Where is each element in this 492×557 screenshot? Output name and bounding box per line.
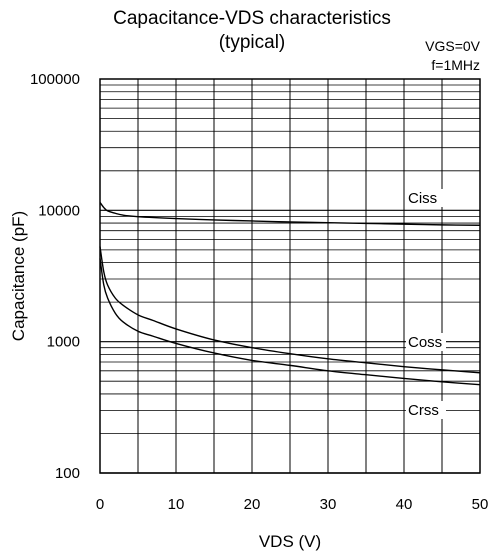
y-tick-label: 100000 — [30, 71, 80, 88]
condition-vgs: VGS=0V — [425, 38, 481, 54]
x-tick-label: 50 — [472, 496, 489, 513]
y-tick-label: 10000 — [38, 202, 80, 219]
y-tick-label: 100 — [55, 465, 80, 482]
chart-title: Capacitance-VDS characteristics — [113, 8, 391, 29]
x-axis-label: VDS (V) — [259, 532, 321, 551]
x-tick-label: 20 — [244, 496, 261, 513]
x-tick-label: 0 — [96, 496, 104, 513]
tick-labels: 0 10 20 30 40 50 100 1000 10000 100000 — [30, 71, 488, 513]
condition-frequency: f=1MHz — [431, 57, 480, 73]
series-label-background — [406, 189, 446, 207]
series-line-coss — [99, 246, 481, 374]
plot-frame — [99, 78, 481, 474]
x-tick-label: 40 — [396, 496, 413, 513]
series-labels: Ciss Coss Crss — [406, 189, 446, 419]
series-label-ciss: Ciss — [408, 190, 437, 207]
series-label-background — [406, 333, 446, 351]
chart-subtitle: (typical) — [219, 32, 286, 53]
y-tick-label: 1000 — [47, 334, 80, 351]
series-line-crss — [99, 258, 481, 386]
y-axis-label: Capacitance (pF) — [9, 211, 28, 341]
series-line-ciss — [99, 201, 481, 226]
series-layer — [99, 201, 481, 386]
series-label-coss: Coss — [408, 334, 442, 351]
series-label-crss: Crss — [408, 402, 439, 419]
series-label-background — [406, 401, 446, 419]
x-tick-label: 10 — [168, 496, 185, 513]
x-tick-label: 30 — [320, 496, 337, 513]
